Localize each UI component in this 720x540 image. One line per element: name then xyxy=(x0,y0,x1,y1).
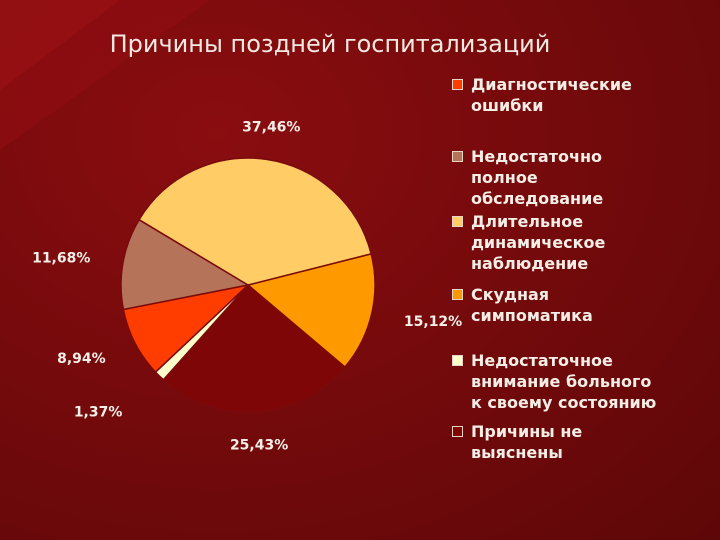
legend-label: Недостаточное внимание больного к своему… xyxy=(471,351,657,412)
chart-title: Причины поздней госпитализаций xyxy=(109,30,551,58)
pie-slice xyxy=(246,252,376,369)
pie-slice xyxy=(162,283,347,413)
legend-label: Скудная симпоматика xyxy=(471,285,593,325)
legend-label: Длительное динамическое наблюдение xyxy=(471,212,606,273)
legend-swatch xyxy=(452,151,463,162)
legend-swatch xyxy=(452,426,463,437)
legend-swatch xyxy=(452,289,463,300)
data-label: 11,68% xyxy=(32,250,90,266)
legend-swatch xyxy=(452,216,463,227)
pie-slice xyxy=(120,218,251,311)
data-label: 37,46% xyxy=(242,120,300,136)
legend-label: Причины не выяснены xyxy=(471,422,583,462)
legend-label: Недостаточно полное обследование xyxy=(471,147,604,208)
data-label: 25,43% xyxy=(230,438,288,454)
legend-swatch xyxy=(452,79,463,90)
data-label: 1,37% xyxy=(74,405,123,421)
data-label: 15,12% xyxy=(404,314,462,330)
pie-slice xyxy=(138,157,373,286)
data-label: 8,94% xyxy=(57,351,106,367)
legend-label: Диагностические ошибки xyxy=(471,75,632,115)
legend-swatch xyxy=(452,355,463,366)
